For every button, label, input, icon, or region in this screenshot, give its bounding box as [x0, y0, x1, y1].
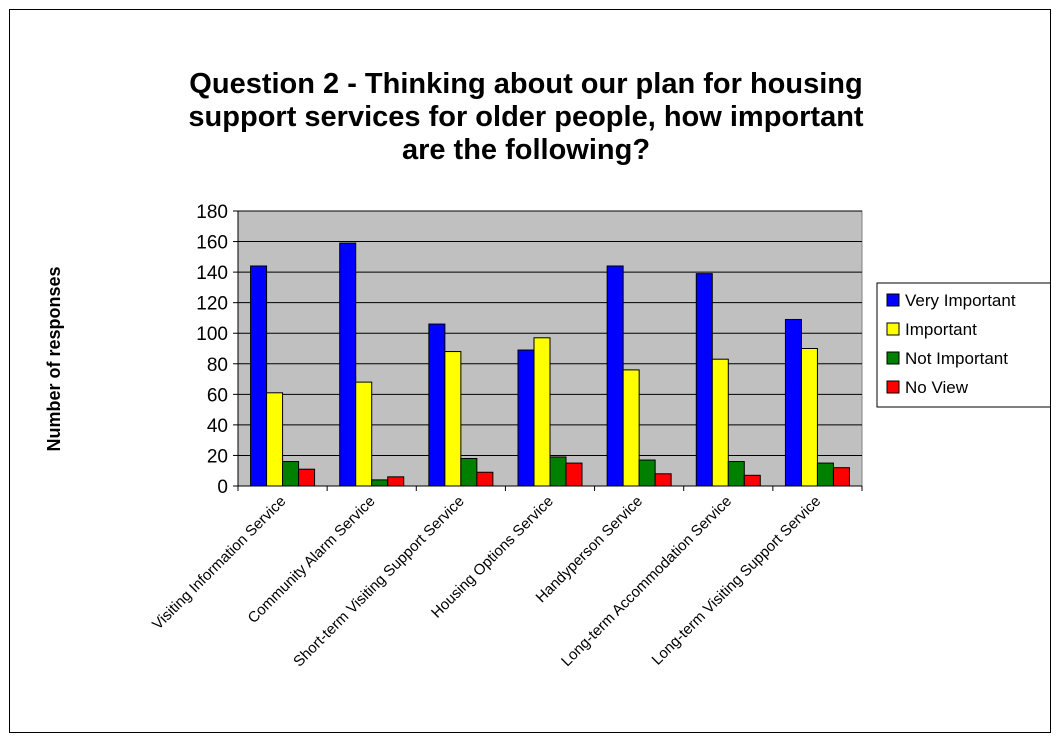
y-tick-label: 160	[196, 233, 228, 254]
bar-very-important	[339, 242, 357, 487]
bar-important	[711, 358, 729, 487]
legend: Very Important Important Not Important No V…	[876, 282, 1050, 408]
bar-no-view	[476, 471, 494, 487]
legend-swatch	[886, 351, 900, 365]
legend-entry: Important	[905, 320, 977, 339]
bar-very-important	[428, 323, 446, 487]
legend-entry: Very Important	[905, 291, 1016, 310]
chart-svg: Question 2 - Thinking about our plan for…	[44, 68, 1050, 670]
bar-important	[533, 337, 551, 487]
x-tick-label: Long-term Visiting Support Service	[649, 493, 825, 669]
y-axis-label: Number of responses	[44, 266, 64, 451]
bar-important	[266, 392, 284, 487]
bar-very-important	[250, 265, 268, 487]
bar-no-view	[832, 467, 850, 487]
chart-frame: Question 2 - Thinking about our plan for…	[9, 9, 1051, 733]
legend-swatch	[886, 293, 900, 307]
bar-important	[800, 348, 818, 487]
legend-swatch	[886, 380, 900, 394]
y-tick-label: 140	[196, 263, 228, 284]
bar-not-important	[638, 459, 656, 487]
y-tick-label: 80	[207, 355, 228, 376]
title-line-2: support services for older people, how i…	[188, 101, 863, 133]
x-tick-label: Long-term Accommodation Service	[558, 493, 735, 670]
bar-very-important	[695, 273, 713, 487]
bar-not-important	[549, 456, 567, 487]
bar-not-important	[371, 479, 389, 487]
title-line-1: Question 2 - Thinking about our plan for…	[189, 68, 862, 100]
legend-entry: Not Important	[905, 349, 1008, 368]
bar-important	[444, 351, 462, 487]
bar-no-view	[387, 476, 405, 487]
bar-important	[622, 369, 640, 487]
bar-no-view	[654, 473, 672, 487]
bar-important	[355, 381, 373, 487]
bar-very-important	[606, 265, 624, 487]
bar-no-view	[298, 468, 316, 487]
legend-box	[876, 282, 1050, 408]
y-tick-label: 120	[196, 294, 228, 315]
chart-title: Question 2 - Thinking about our plan for…	[188, 68, 863, 166]
bar-not-important	[282, 461, 300, 487]
bar-not-important	[460, 458, 478, 487]
y-tick-label: 100	[196, 324, 228, 345]
bar-no-view	[743, 474, 761, 487]
y-tick-label: 60	[207, 385, 228, 406]
bar-not-important	[816, 462, 834, 487]
y-tick-label: 0	[217, 477, 228, 498]
bar-very-important	[784, 318, 802, 487]
title-line-3: are the following?	[402, 134, 650, 166]
y-tick-label: 180	[196, 202, 228, 223]
legend-swatch	[886, 322, 900, 336]
x-tick-label: Short-term Visiting Support Service	[290, 493, 467, 670]
bar-not-important	[727, 461, 745, 487]
bar-no-view	[565, 462, 583, 487]
y-tick-label: 40	[207, 416, 228, 437]
bar-very-important	[517, 349, 535, 487]
legend-entry: No View	[905, 378, 969, 397]
y-tick-label: 20	[207, 446, 228, 467]
